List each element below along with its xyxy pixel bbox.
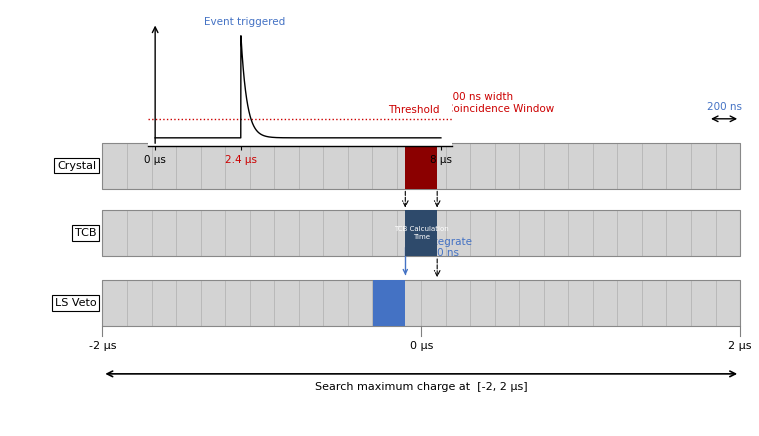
Bar [298,280,323,326]
Bar [617,143,642,188]
Bar [298,143,323,188]
Bar [519,280,544,326]
Bar [102,143,740,188]
Text: -2 μs: -2 μs [89,341,116,351]
Bar [691,210,716,256]
Bar [250,143,274,188]
Bar [519,143,544,188]
Bar [666,280,691,326]
Bar [152,143,176,188]
Bar [102,280,740,326]
Bar [200,143,225,188]
Bar [471,143,495,188]
Bar [691,143,716,188]
Text: 2 μs: 2 μs [729,341,751,351]
Bar [152,210,176,256]
Bar [250,280,274,326]
Bar [593,210,617,256]
Text: Search maximum charge at  [-2, 2 μs]: Search maximum charge at [-2, 2 μs] [315,382,528,392]
Bar [642,210,666,256]
Bar [274,210,298,256]
Bar [250,210,274,256]
Bar [323,210,348,256]
Bar [421,210,446,256]
Bar [421,280,446,326]
Bar [593,143,617,188]
Bar [446,210,471,256]
Bar [397,143,421,188]
Text: LS Veto: LS Veto [55,298,96,308]
Bar [716,210,740,256]
Bar [200,280,225,326]
Bar [568,280,593,326]
Bar [495,280,519,326]
Bar [225,280,250,326]
Bar [127,143,152,188]
Bar [716,143,740,188]
Bar [348,210,372,256]
Bar [666,143,691,188]
Bar [176,280,200,326]
Text: 200 ns: 200 ns [707,102,742,112]
Bar [274,280,298,326]
Bar [372,210,397,256]
Bar [568,143,593,188]
Bar [102,280,127,326]
Text: TCB Calculation
Time: TCB Calculation Time [394,226,449,240]
Bar [544,210,568,256]
Text: Event triggered: Event triggered [204,17,285,27]
Text: Crystal: Crystal [57,161,96,170]
Bar [666,210,691,256]
Bar [348,143,372,188]
Bar [348,280,372,326]
Bar [471,280,495,326]
Bar [298,210,323,256]
Bar [691,280,716,326]
Bar [225,210,250,256]
Bar [642,143,666,188]
Bar [617,210,642,256]
Bar [495,210,519,256]
Bar [152,280,176,326]
Bar [471,210,495,256]
Bar [446,280,471,326]
Text: Integrate
200 ns: Integrate 200 ns [403,237,472,274]
Bar [544,143,568,188]
Bar [446,143,471,188]
Text: TCB: TCB [75,228,96,238]
Bar [323,143,348,188]
Bar [568,210,593,256]
Bar [421,143,446,188]
Bar [397,210,421,256]
Bar [716,280,740,326]
Bar [176,143,200,188]
Bar [102,210,740,256]
Text: 200 ns width
Coincidence Window: 200 ns width Coincidence Window [446,92,555,114]
Bar [642,280,666,326]
Bar [373,280,405,326]
Bar [397,280,421,326]
Bar [176,210,200,256]
Bar [593,280,617,326]
Bar [544,280,568,326]
Bar [495,143,519,188]
Bar [372,143,397,188]
Bar [102,210,127,256]
Bar [617,280,642,326]
Text: Threshold: Threshold [388,105,439,115]
Bar [127,210,152,256]
Bar [405,143,437,188]
Bar [323,280,348,326]
Bar [102,143,127,188]
Bar [127,280,152,326]
Bar [274,143,298,188]
Bar [405,210,437,256]
Bar [225,143,250,188]
Text: 0 μs: 0 μs [410,341,433,351]
Bar [519,210,544,256]
Bar [200,210,225,256]
Bar [372,280,397,326]
